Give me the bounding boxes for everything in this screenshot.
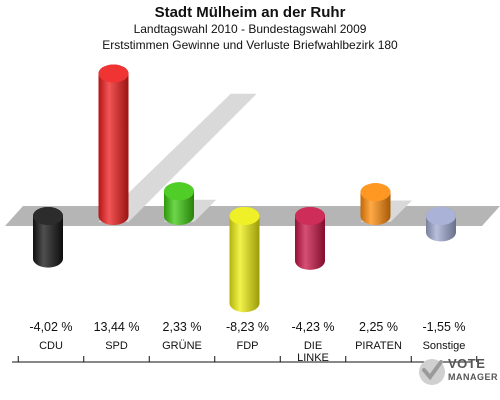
bar-cap: [295, 207, 325, 225]
category-label: CDU: [39, 340, 63, 352]
value-label: 13,44 %: [94, 320, 140, 334]
vote-manager-logo: VOTE MANAGER: [419, 356, 498, 385]
bars: [33, 64, 456, 313]
bar-fdp: [229, 207, 260, 313]
logo-text-manager: MANAGER: [448, 372, 498, 382]
category-label: GRÜNE: [162, 340, 202, 352]
chart-subtitle-1: Landtagswahl 2010 - Bundestagswahl 2009: [134, 22, 367, 36]
value-label: -1,55 %: [422, 320, 465, 334]
chart-subtitle-2: Erststimmen Gewinne und Verluste Briefwa…: [102, 38, 398, 52]
bar-cap: [229, 207, 260, 225]
logo-text-vote: VOTE: [448, 356, 485, 371]
category-label: FDP: [237, 340, 259, 352]
category-label: DIE: [304, 340, 322, 352]
bar-shadow: [98, 93, 257, 222]
category-label: LINKE: [297, 352, 329, 364]
value-label: -4,02 %: [29, 320, 72, 334]
logo-check-icon: [422, 360, 443, 381]
chart-title: Stadt Mülheim an der Ruhr: [155, 4, 346, 21]
value-label: 2,25 %: [359, 320, 398, 334]
bar-cap: [98, 64, 129, 83]
bar-cap: [360, 183, 391, 202]
value-label: -4,23 %: [291, 320, 334, 334]
bar-cap: [164, 182, 194, 201]
bar-cap: [426, 207, 456, 225]
category-label: SPD: [105, 340, 128, 352]
category-label: Sonstige: [423, 340, 466, 352]
value-labels: -4,02 % 13,44 % 2,33 % -8,23 % -4,23 % 2,25 %…: [29, 320, 465, 334]
category-label: PIRATEN: [355, 340, 402, 352]
bar-cap: [33, 207, 63, 225]
value-label: 2,33 %: [163, 320, 202, 334]
bar-spd: [98, 64, 129, 225]
value-label: -8,23 %: [226, 320, 269, 334]
